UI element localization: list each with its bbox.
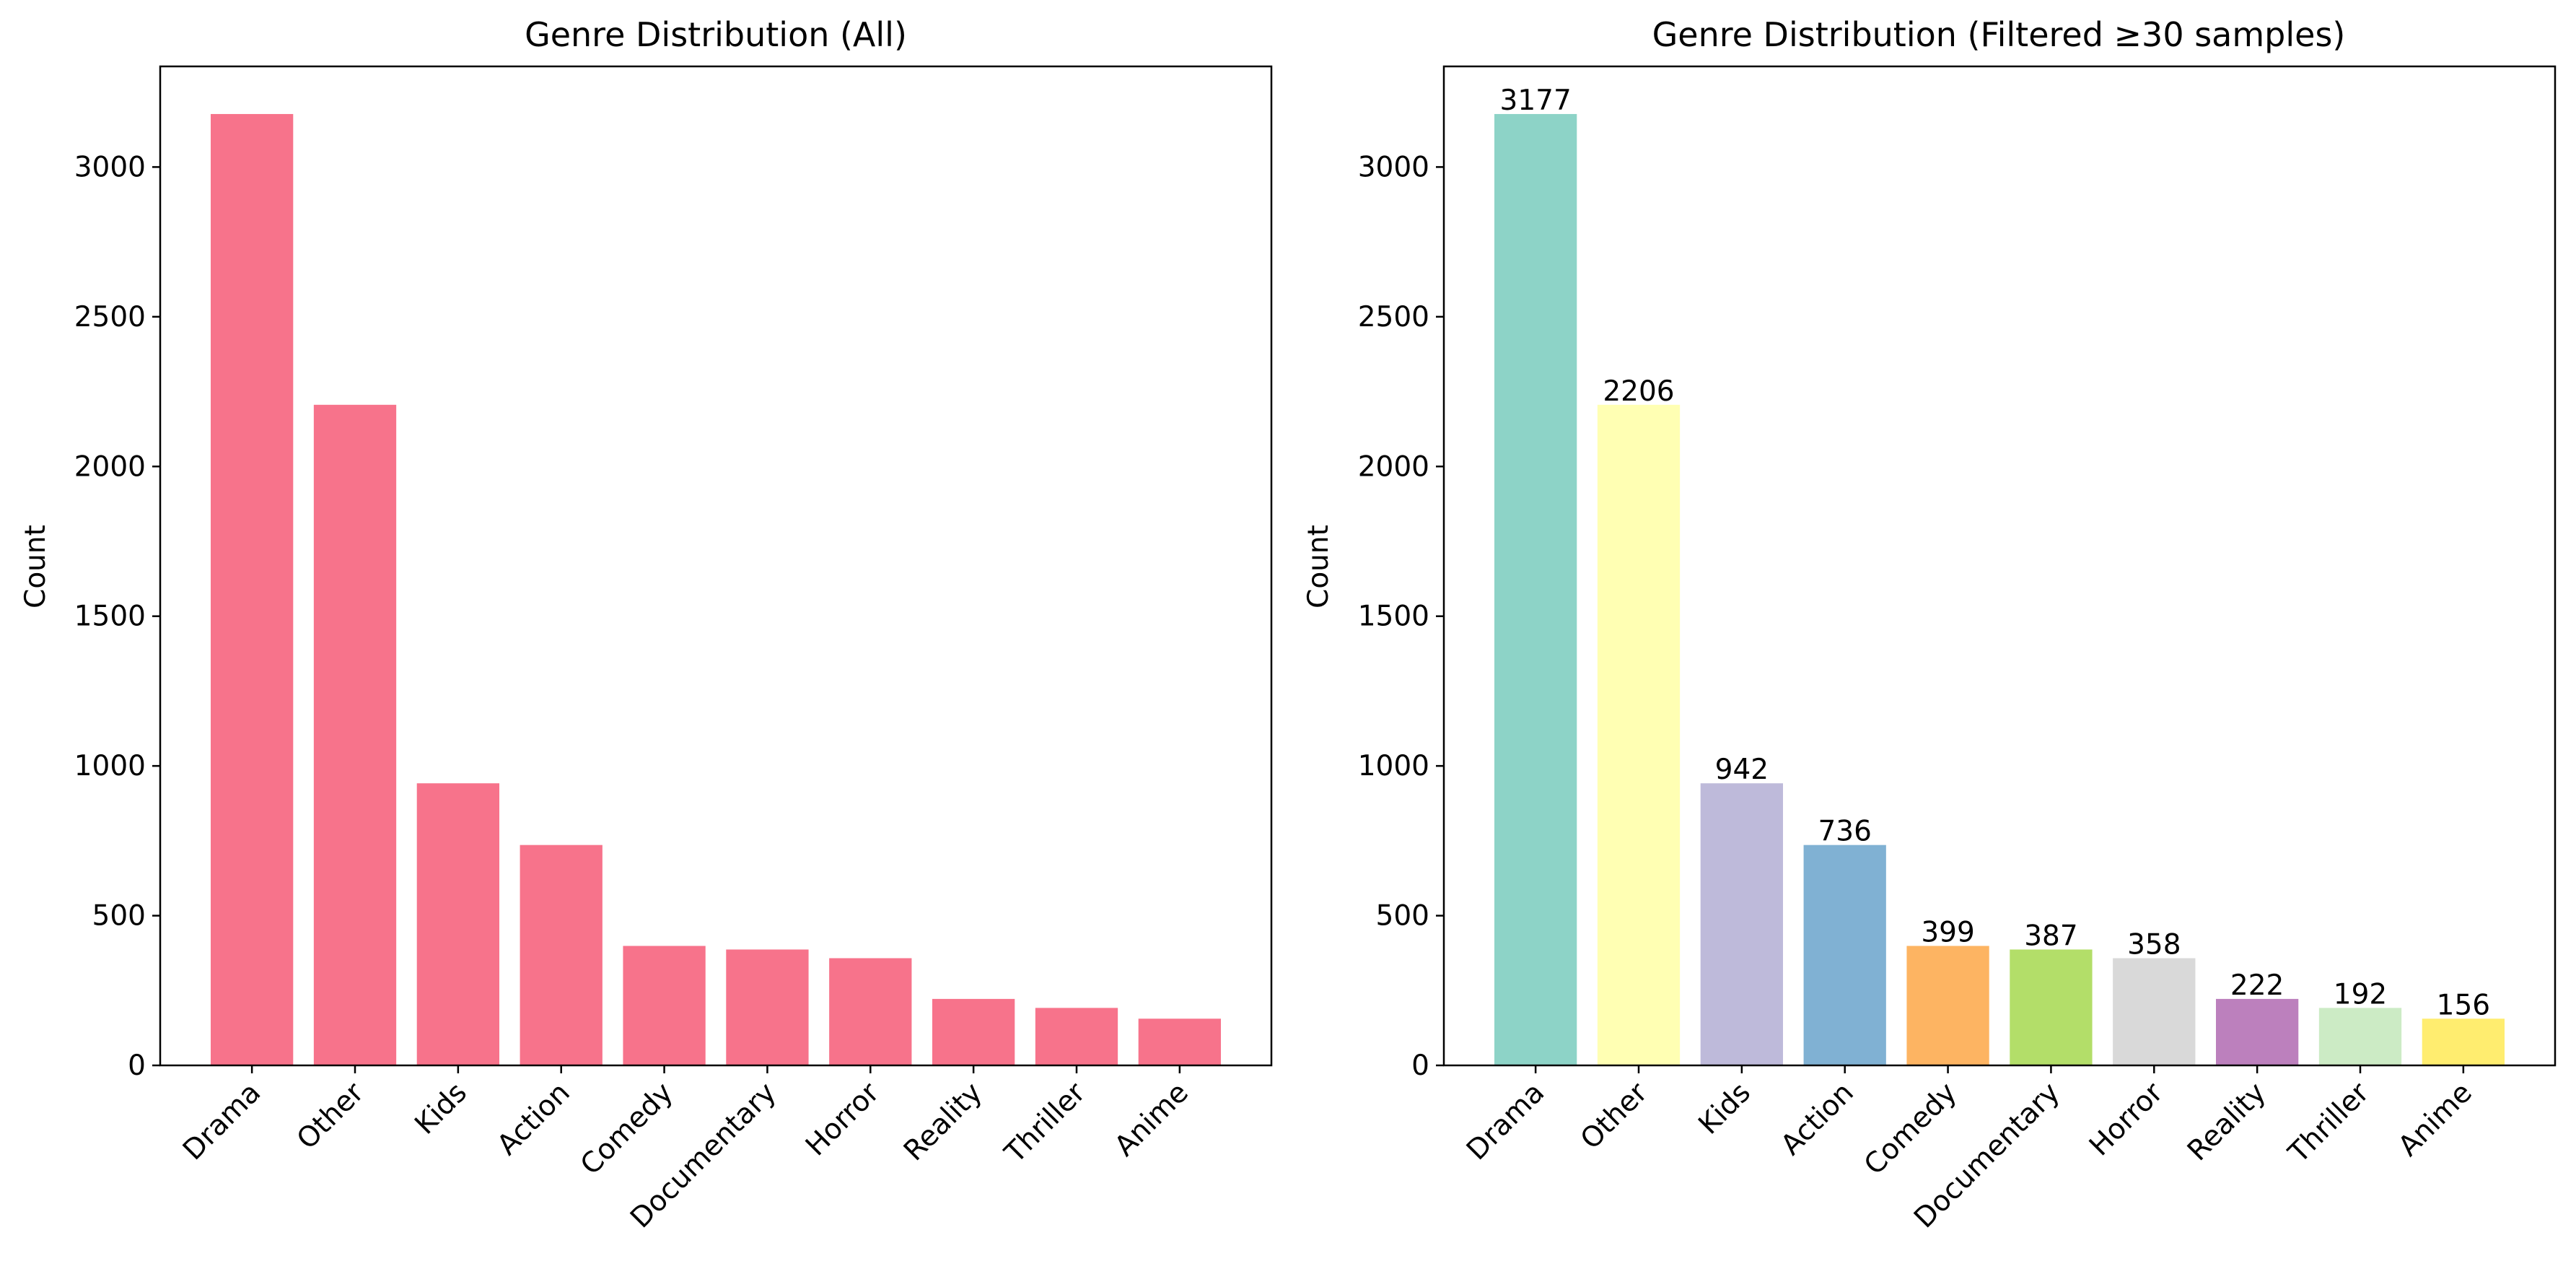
value-label-horror: 358 xyxy=(2127,928,2181,961)
value-label-kids: 942 xyxy=(1715,754,1769,786)
value-label-anime: 156 xyxy=(2437,989,2490,1021)
y-tick-label-0: 0 xyxy=(1411,1050,1429,1082)
y-axis-label-filtered: Count xyxy=(1302,525,1335,608)
bar-horror xyxy=(829,958,912,1065)
bar-anime xyxy=(2422,1018,2505,1065)
bar-reality xyxy=(2216,998,2299,1065)
value-label-comedy: 399 xyxy=(1921,916,1974,948)
bar-reality xyxy=(932,998,1015,1065)
y-tick-label-1500: 1500 xyxy=(1358,601,1429,633)
y-tick-label-1000: 1000 xyxy=(1358,750,1429,782)
chart-title-filtered: Genre Distribution (Filtered ≥30 samples… xyxy=(1652,15,2346,54)
bar-other xyxy=(1597,404,1681,1065)
y-tick-label-2500: 2500 xyxy=(1358,301,1429,333)
bar-action xyxy=(520,845,603,1065)
bar-other xyxy=(313,404,397,1065)
y-axis-label-all: Count xyxy=(19,525,52,608)
plot-frame-filtered xyxy=(1442,65,2557,1067)
bar-drama xyxy=(211,113,294,1066)
y-tick-label-2500: 2500 xyxy=(74,301,146,333)
y-tick-label-0: 0 xyxy=(128,1050,146,1082)
value-label-action: 736 xyxy=(1818,816,1871,848)
plot-frame-all xyxy=(159,65,1273,1067)
y-axis-ticks-all: 0 500 1000 1500 2000 2500 3000 xyxy=(74,151,160,1082)
bars-all xyxy=(211,113,1221,1066)
y-tick-label-1000: 1000 xyxy=(74,750,146,782)
value-label-other: 2206 xyxy=(1603,375,1674,408)
value-label-drama: 3177 xyxy=(1500,84,1572,117)
chart-title-all: Genre Distribution (All) xyxy=(525,15,907,54)
value-label-thriller: 192 xyxy=(2334,978,2387,1011)
bar-comedy xyxy=(623,946,706,1065)
value-label-reality: 222 xyxy=(2230,969,2284,1002)
y-tick-label-2000: 2000 xyxy=(1358,450,1429,483)
bar-documentary xyxy=(726,949,809,1065)
value-labels-filtered: 3177 2206 942 736 399 387 358 222 192 156 xyxy=(1500,84,2491,1021)
y-tick-label-3000: 3000 xyxy=(1358,151,1429,183)
bar-thriller xyxy=(1035,1008,1118,1065)
bar-thriller xyxy=(2318,1008,2402,1065)
bars-filtered xyxy=(1494,113,2505,1066)
y-tick-label-2000: 2000 xyxy=(74,450,146,483)
bar-anime xyxy=(1138,1018,1221,1065)
y-axis-ticks-filtered: 0 500 1000 1500 2000 2500 3000 xyxy=(1358,151,1444,1082)
bar-kids xyxy=(1700,783,1783,1065)
y-tick-label-1500: 1500 xyxy=(74,601,146,633)
bar-horror xyxy=(2113,958,2196,1065)
bar-documentary xyxy=(2010,949,2093,1065)
y-tick-label-500: 500 xyxy=(1376,900,1429,933)
bar-kids xyxy=(416,783,499,1065)
bar-action xyxy=(1803,845,1886,1065)
bar-drama xyxy=(1494,113,1577,1066)
y-tick-label-500: 500 xyxy=(92,900,146,933)
value-label-documentary: 387 xyxy=(2024,920,2077,952)
bar-comedy xyxy=(1906,946,1989,1065)
y-tick-label-3000: 3000 xyxy=(74,151,146,183)
